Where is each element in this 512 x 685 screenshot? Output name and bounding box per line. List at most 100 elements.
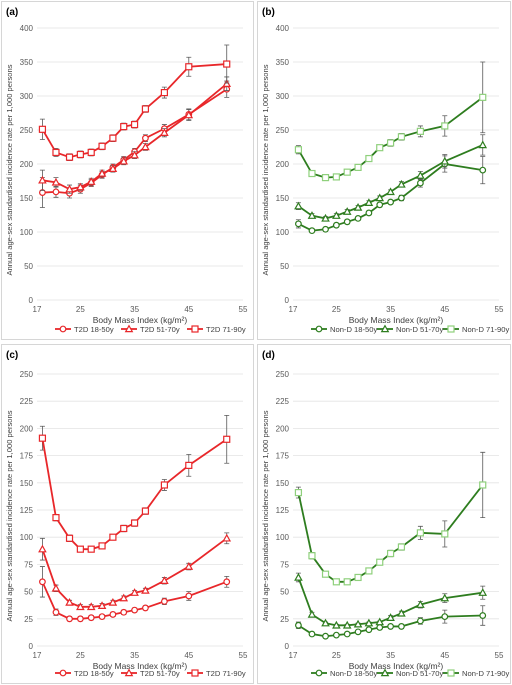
x-tick-label: 45: [440, 651, 449, 660]
series-3-point-4: [87, 148, 95, 157]
y-tick-label: 350: [20, 58, 34, 67]
series-2-point-5: [353, 202, 363, 211]
series-2-point-1: [307, 609, 317, 618]
x-axis-title: Body Mass Index (kg/m²): [349, 661, 444, 671]
series-3-point-4: [87, 545, 95, 553]
series-2-point-9: [141, 585, 150, 594]
series-1-point-5: [98, 613, 106, 621]
series-3-point-10: [416, 529, 424, 537]
series-2-point-8: [130, 150, 139, 159]
y-tick-label: 300: [20, 92, 34, 101]
series-2-point-7: [119, 593, 129, 602]
series-1-point-11: [441, 613, 449, 621]
series-2-point-1: [51, 583, 61, 592]
panel-frame: [1, 1, 254, 340]
series-3-point-2: [321, 570, 330, 578]
y-tick-label: 150: [276, 479, 290, 488]
series-3: [38, 414, 231, 553]
series-3-point-0: [294, 488, 303, 497]
series-1-point-2: [322, 225, 329, 233]
series-2-point-9: [397, 179, 406, 188]
series-3-point-12: [223, 435, 231, 443]
series-2-point-0: [294, 201, 303, 210]
series-1-point-4: [87, 614, 95, 622]
series-2-point-1: [307, 211, 317, 219]
series-2-point-11: [184, 110, 194, 119]
series-3: [38, 44, 231, 161]
x-tick-label: 55: [239, 651, 248, 660]
series-1-point-3: [76, 615, 84, 623]
series-3-point-0: [38, 434, 47, 442]
series-3-point-1: [308, 552, 316, 560]
legend-swatch-point-legend: [191, 669, 199, 677]
legend-swatch-point-legend: [191, 325, 199, 333]
series-1-point-9: [142, 604, 149, 612]
y-tick-label: 350: [276, 58, 290, 67]
legend-swatch-point-legend: [124, 324, 134, 333]
x-tick-label: 35: [386, 305, 395, 314]
series-2-point-5: [97, 601, 107, 609]
legend-swatch-point-legend: [315, 325, 323, 333]
x-tick-label: 45: [440, 305, 449, 314]
series-1-point-0: [39, 578, 46, 586]
series-1-point-10: [160, 597, 168, 605]
y-tick-label: 75: [280, 560, 289, 569]
y-tick-label: 25: [24, 615, 33, 624]
series-3-point-3: [76, 545, 84, 553]
series-1-point-12: [223, 578, 231, 586]
series-2-point-10: [416, 171, 425, 179]
series-3-point-3: [332, 173, 340, 181]
series-2-point-5: [97, 168, 107, 177]
legend-label: Non-D 18-50y: [330, 669, 377, 678]
y-tick-label: 225: [276, 397, 290, 406]
x-tick-label: 55: [495, 651, 504, 660]
legend-label: T2D 51-70y: [140, 669, 180, 678]
series-1-point-12: [479, 166, 487, 174]
series-3-point-6: [365, 567, 373, 575]
y-tick-label: 200: [20, 160, 34, 169]
y-tick-label: 200: [276, 160, 290, 169]
legend-entry-3: T2D 71-90y: [187, 325, 246, 334]
series-2-point-10: [160, 128, 169, 136]
series-2-point-11: [440, 156, 450, 165]
y-tick-label: 50: [280, 588, 289, 597]
series-3-point-7: [376, 144, 384, 152]
series-1-point-9: [398, 194, 405, 202]
legend-swatch-point-legend: [124, 668, 134, 677]
series-1-point-5: [354, 628, 362, 636]
series-2-point-0: [38, 175, 47, 184]
legend-label: T2D 51-70y: [140, 325, 180, 334]
series-3-point-4: [343, 578, 351, 586]
y-tick-label: 125: [20, 506, 34, 515]
series-2-point-12: [478, 588, 488, 596]
series-3-point-0: [294, 146, 303, 154]
y-tick-label: 300: [276, 92, 290, 101]
y-tick-label: 100: [276, 533, 290, 542]
legend-entry-3: T2D 71-90y: [187, 669, 246, 678]
x-tick-label: 25: [76, 651, 85, 660]
panel-d: 0 25 50 75 100 125 150 175 200 225 250 17 25 35 45 55 (d…: [257, 344, 511, 684]
series-3-point-11: [185, 63, 193, 71]
series-1-point-3: [332, 221, 340, 229]
legend-entry-1: Non-D 18-50y: [311, 325, 377, 334]
series-1-point-12: [479, 612, 487, 619]
series-1-point-2: [322, 632, 329, 640]
y-tick-label: 50: [24, 262, 33, 271]
series-3-point-6: [109, 134, 117, 142]
series-3-point-9: [141, 105, 150, 113]
series-2-point-12: [222, 533, 232, 542]
legend-swatch-point-legend: [315, 669, 323, 677]
y-axis-title: Annual age-sex standardised incidence ra…: [261, 410, 270, 621]
legend-entry-3: Non-D 71-90y: [443, 669, 509, 678]
series-2-point-5: [353, 619, 363, 628]
y-tick-label: 200: [20, 424, 34, 433]
y-tick-label: 125: [276, 506, 290, 515]
y-tick-label: 225: [20, 397, 34, 406]
legend-entry-3: Non-D 71-90y: [443, 325, 509, 334]
x-tick-label: 35: [130, 651, 139, 660]
y-axis-title: Annual age-sex standardised incidence ra…: [5, 64, 14, 275]
series-1-point-2: [66, 615, 73, 623]
series-1-point-4: [343, 630, 351, 638]
series-1-point-6: [365, 209, 373, 217]
series-2-point-7: [375, 617, 385, 626]
